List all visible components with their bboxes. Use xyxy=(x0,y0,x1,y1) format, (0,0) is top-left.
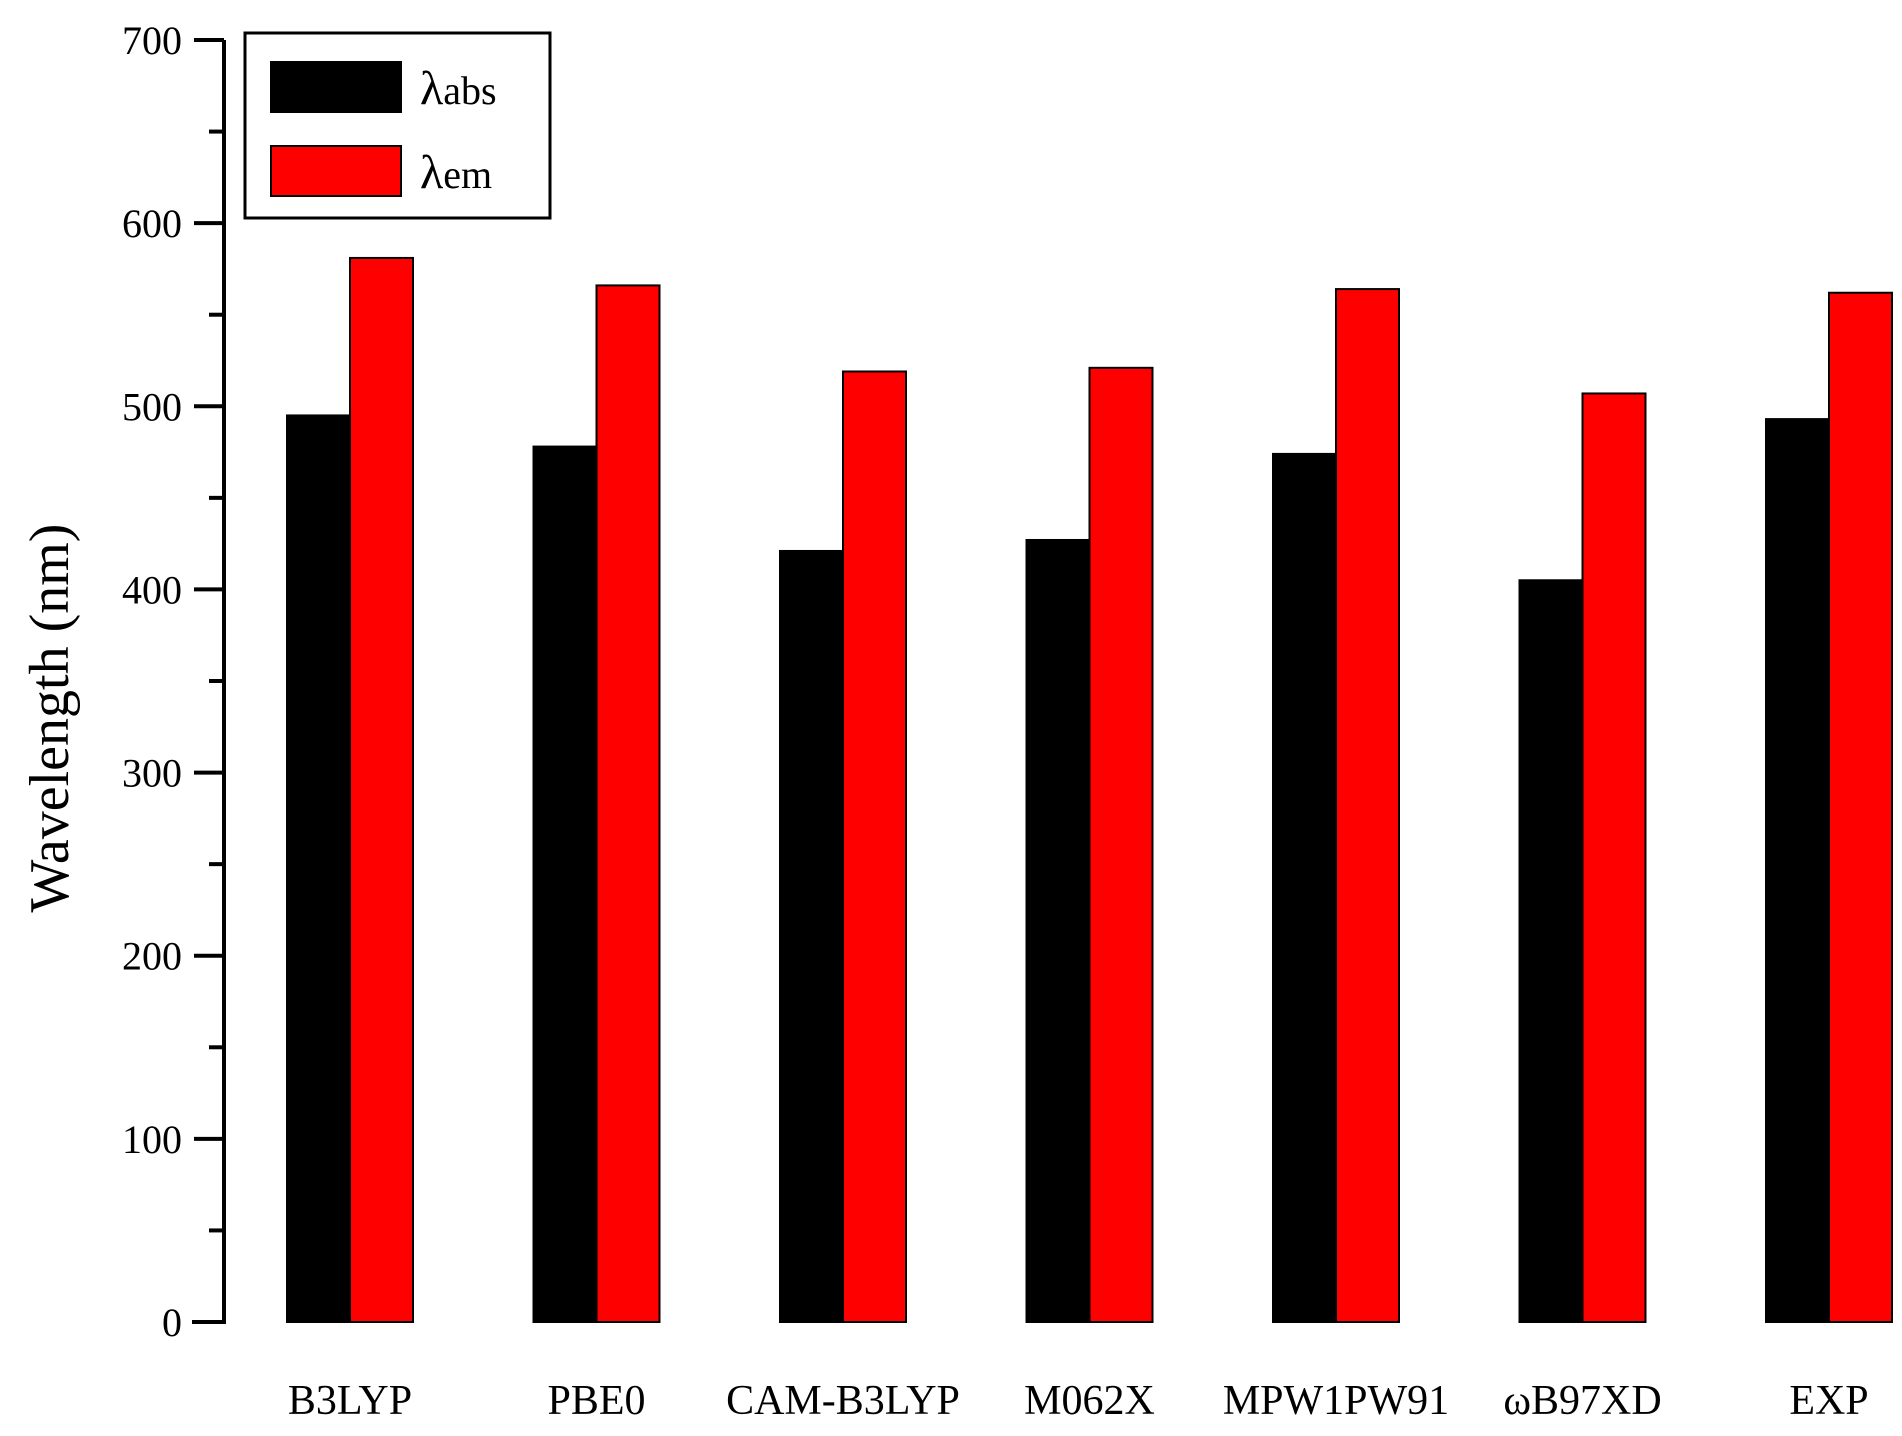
y-tick-label: 600 xyxy=(122,201,182,246)
bar-abs-3 xyxy=(1025,538,1091,1323)
bar-abs-1 xyxy=(532,445,598,1323)
bar-abs-0 xyxy=(286,414,351,1323)
y-tick-label: 300 xyxy=(122,751,182,796)
bar-em-6 xyxy=(1828,291,1893,1323)
y-axis-title-group: Wavelength (nm) xyxy=(19,524,81,913)
bar-abs-2 xyxy=(779,549,844,1323)
x-tick-label: B3LYP xyxy=(288,1378,412,1424)
y-tick-label: 200 xyxy=(122,934,182,979)
y-tick-label: 500 xyxy=(122,384,182,429)
bar-em-4 xyxy=(1335,288,1400,1323)
legend-label-abs: λabs xyxy=(420,62,497,115)
x-axis-tick-labels: B3LYP PBE0 CAM-B3LYP M062X MPW1PW91 ωB97XD EXP xyxy=(288,1378,1869,1424)
y-tick-label: 100 xyxy=(122,1117,182,1162)
y-axis-title: Wavelength (nm) xyxy=(19,524,81,913)
x-tick-label: CAM-B3LYP xyxy=(726,1378,960,1424)
legend-label-em: λem xyxy=(420,146,492,199)
bar-em-5 xyxy=(1581,392,1647,1324)
legend-swatch-abs xyxy=(270,61,402,113)
legend-lambda-symbol: λ xyxy=(420,146,444,199)
bar-abs-5 xyxy=(1518,579,1584,1323)
bar-em-2 xyxy=(842,370,907,1323)
bar-em-3 xyxy=(1088,366,1154,1323)
y-tick-label: 700 xyxy=(122,18,182,63)
x-tick-label: PBE0 xyxy=(547,1378,645,1424)
bars-layer xyxy=(286,256,1893,1324)
y-axis-ticks: 0 100 200 300 400 500 600 700 xyxy=(122,18,224,1345)
x-tick-label: MPW1PW91 xyxy=(1223,1378,1449,1424)
bar-abs-4 xyxy=(1272,452,1337,1324)
bar-em-0 xyxy=(349,256,414,1324)
legend-subscript: em xyxy=(443,152,492,197)
legend-swatch-em xyxy=(270,145,402,197)
legend-lambda-symbol: λ xyxy=(420,62,444,115)
x-tick-label: EXP xyxy=(1789,1378,1868,1424)
x-tick-label: ωB97XD xyxy=(1503,1378,1661,1424)
legend-subscript: abs xyxy=(443,68,496,113)
bar-em-1 xyxy=(595,284,661,1324)
bar-abs-6 xyxy=(1765,418,1830,1323)
y-tick-label: 400 xyxy=(122,567,182,612)
y-tick-label: 0 xyxy=(162,1300,182,1345)
x-tick-label: M062X xyxy=(1024,1378,1155,1424)
